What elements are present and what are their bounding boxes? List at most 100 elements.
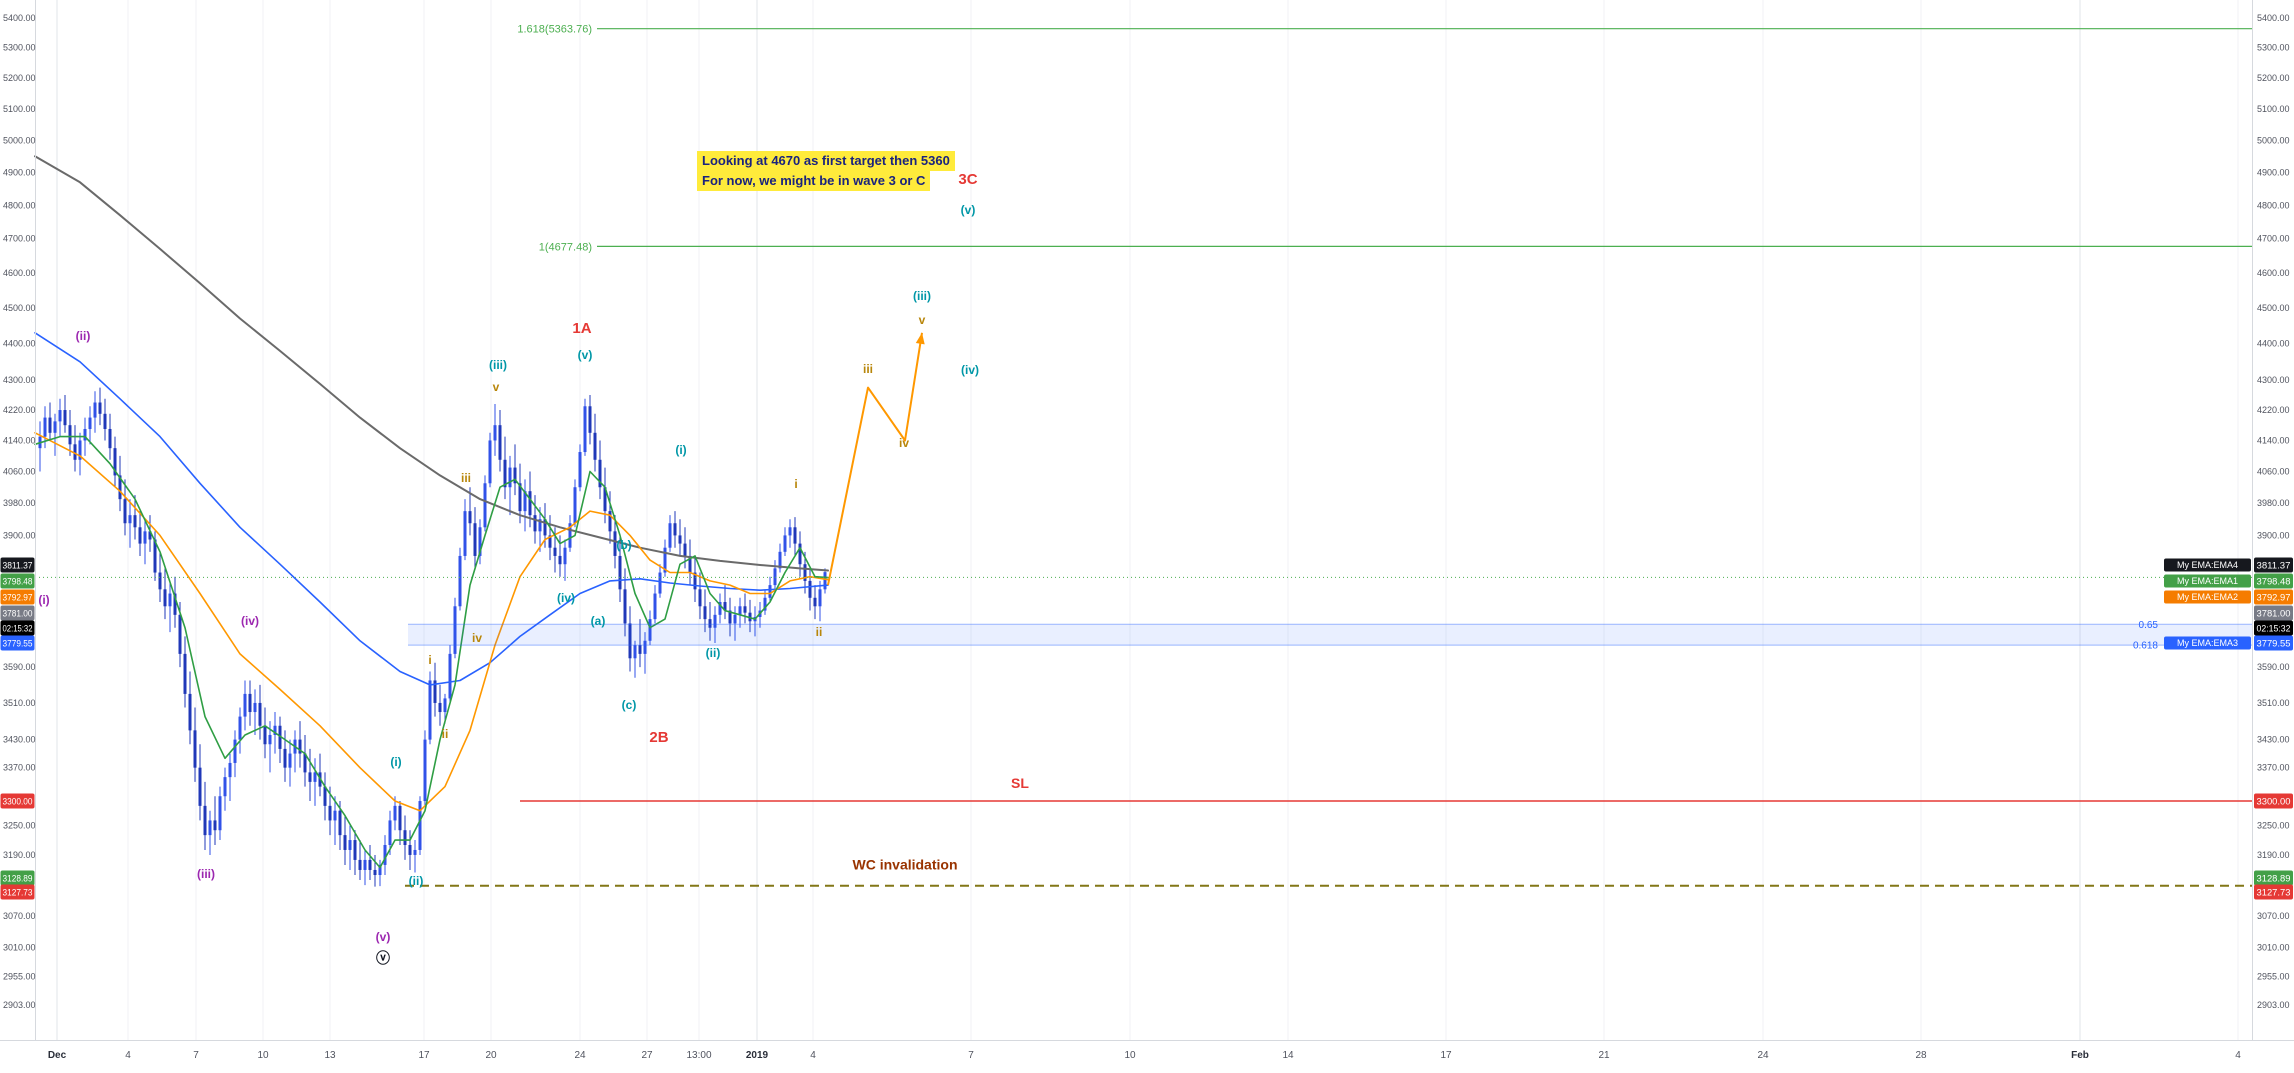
wave-label[interactable]: ⓥ <box>376 950 390 966</box>
wave-label[interactable]: (v) <box>961 203 976 217</box>
candle-body <box>348 840 352 850</box>
fib-retracement-zone[interactable] <box>408 624 2252 646</box>
plot-area[interactable] <box>34 155 829 887</box>
wave-label[interactable]: iii <box>863 362 873 376</box>
time-tick: 13:00 <box>686 1050 711 1061</box>
candle-body <box>633 645 637 659</box>
indicator-tag[interactable] <box>2164 574 2251 588</box>
candle-body <box>278 725 282 749</box>
wave-label[interactable]: iii <box>461 471 471 485</box>
candle-body <box>263 725 267 745</box>
time-tick: 17 <box>418 1050 430 1061</box>
wave-label[interactable]: (v) <box>578 348 593 362</box>
wave-label[interactable]: (ii) <box>76 329 91 343</box>
price-badge-left <box>0 605 35 621</box>
candle-body <box>308 772 312 782</box>
time-tick: 7 <box>968 1050 974 1061</box>
candle-body <box>603 487 607 512</box>
price-tick-left: 3900.00 <box>3 530 36 540</box>
candle-body <box>598 459 602 488</box>
wave-label[interactable]: iv <box>899 436 909 450</box>
indicator-tag[interactable] <box>2164 636 2251 650</box>
candle-body <box>253 702 257 713</box>
price-tick-left: 4800.00 <box>3 200 36 210</box>
note-annotation[interactable]: Looking at 4670 as first target then 536… <box>697 151 955 191</box>
candle-body <box>368 859 372 870</box>
candle-body <box>803 564 807 581</box>
candle-body <box>688 555 692 573</box>
candle-body <box>653 593 657 620</box>
candle-body <box>458 555 462 607</box>
price-badge-right <box>2254 793 2293 809</box>
price-tick-right: 5100.00 <box>2257 104 2290 114</box>
time-tick: 17 <box>1440 1050 1452 1061</box>
candle-body <box>788 527 792 536</box>
wave-label[interactable]: 1A <box>572 320 591 337</box>
wave-label[interactable]: (iv) <box>961 363 979 377</box>
wave-label[interactable]: v <box>493 380 500 394</box>
wave-label[interactable]: (i) <box>675 443 686 457</box>
time-tick: 14 <box>1282 1050 1294 1061</box>
time-tick: 20 <box>485 1050 497 1061</box>
candle-body <box>98 402 102 414</box>
fib-level-label: 0.65 <box>2139 620 2159 631</box>
price-tick-right: 3980.00 <box>2257 498 2290 508</box>
wave-label[interactable]: (iii) <box>197 867 215 881</box>
wave-label[interactable]: 3C <box>958 171 977 188</box>
price-badge-left-value: 3127.73 <box>3 888 33 898</box>
price-tick-left: 3980.00 <box>3 498 36 508</box>
wave-label[interactable]: (iv) <box>241 614 259 628</box>
wave-label[interactable]: (ii) <box>706 646 721 660</box>
indicator-tag[interactable] <box>2164 590 2251 604</box>
time-scale[interactable]: Dec 4 7 10 13 17 20 24 27 13:00 2019 4 7 10 14 17 21 24 28… <box>0 1040 2294 1062</box>
wave-label[interactable]: v <box>919 313 926 327</box>
wave-label[interactable]: i <box>428 653 431 667</box>
wave-label[interactable]: ii <box>442 727 449 741</box>
candle-body <box>198 767 202 806</box>
candle-body <box>428 680 432 740</box>
price-badge-left <box>0 620 35 636</box>
indicator-tag[interactable] <box>2164 558 2251 572</box>
price-scale-left[interactable]: 5400.00 5300.00 5200.00 5100.00 5000.00 4900.… <box>0 0 36 1040</box>
wave-projection-path[interactable] <box>827 332 923 586</box>
price-tick-right: 2955.00 <box>2257 972 2290 982</box>
candle-body <box>523 491 527 512</box>
price-scale-right[interactable]: 5400.00 5300.00 5200.00 5100.00 5000.00 4900.… <box>2164 0 2293 1040</box>
wave-label[interactable]: (ii) <box>409 874 424 888</box>
wave-label[interactable]: 2B <box>649 729 668 746</box>
price-badge-right <box>2254 573 2293 589</box>
candle-body <box>528 491 532 516</box>
price-badge-left-value: 3781.00 <box>3 609 33 619</box>
candle-body <box>168 593 172 607</box>
candle-body <box>138 527 142 544</box>
wave-label[interactable]: i <box>794 477 797 491</box>
projection-arrowhead <box>915 332 925 345</box>
annotations[interactable]: 0.65 0.618 1.618(5363.76) 1(4677.48) SL WC in… <box>35 24 2252 966</box>
wave-label[interactable]: iv <box>472 631 482 645</box>
wave-label[interactable]: (b) <box>616 538 631 552</box>
time-tick: 10 <box>257 1050 269 1061</box>
candle-body <box>93 402 97 418</box>
wave-label[interactable]: (i) <box>390 755 401 769</box>
wave-label[interactable]: (iii) <box>913 289 931 303</box>
candle-body <box>443 698 447 713</box>
indicator-tag-label: My EMA:EMA4 <box>2177 560 2238 570</box>
price-badge-right <box>2254 589 2293 605</box>
wave-label[interactable]: ii <box>816 625 823 639</box>
candle-body <box>218 796 222 831</box>
stop-loss-label: SL <box>1011 775 1029 791</box>
candle-body <box>488 440 492 484</box>
candle-body <box>398 805 402 831</box>
price-badge-right-value: 3811.37 <box>2257 561 2291 571</box>
wave-label[interactable]: (a) <box>591 614 606 628</box>
price-tick-left: 4300.00 <box>3 375 36 385</box>
wave-label[interactable]: (iv) <box>557 591 575 605</box>
wave-label[interactable]: (iii) <box>489 358 507 372</box>
wave-label[interactable]: (i) <box>38 593 49 607</box>
wave-label[interactable]: (c) <box>622 698 637 712</box>
price-badge-left <box>0 557 35 573</box>
candle-body <box>53 421 57 433</box>
wave-label[interactable]: (v) <box>376 930 391 944</box>
